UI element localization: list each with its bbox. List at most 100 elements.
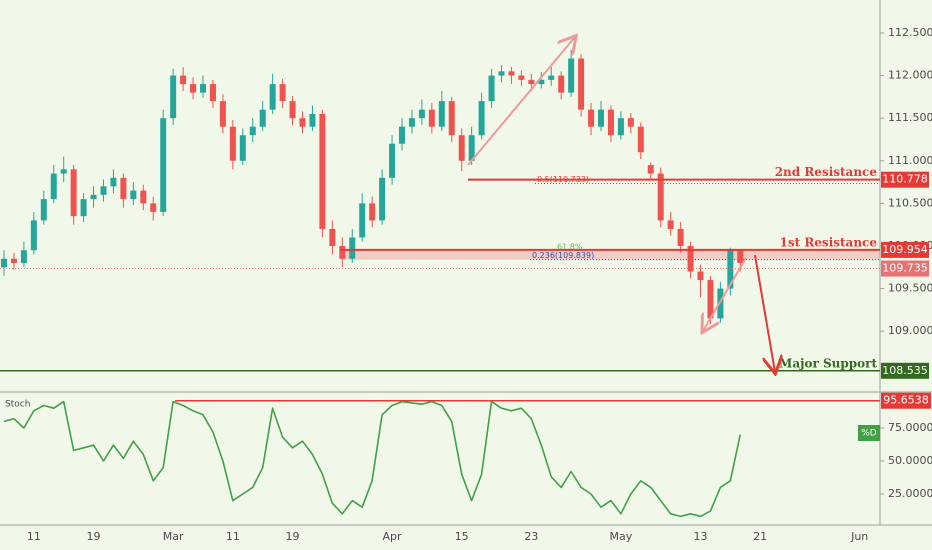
- x-tick-label: Mar: [163, 530, 184, 543]
- stoch-tick-label: 50.0000: [888, 454, 932, 467]
- x-tick-label: 21: [753, 530, 767, 543]
- candle-body: [319, 113, 326, 229]
- price-tag-label: 110.778: [882, 173, 928, 186]
- price-tag: [881, 241, 929, 258]
- down-arrow-small: [703, 257, 747, 331]
- y-tick-label: 109.000: [888, 324, 932, 337]
- stoch-tick-label: 75.0000: [888, 421, 932, 434]
- candle-body: [379, 177, 386, 221]
- candle-body: [389, 143, 396, 178]
- candle-body: [229, 126, 236, 161]
- x-tick-label: 11: [27, 530, 41, 543]
- candle-body: [20, 250, 27, 264]
- candle-body: [647, 165, 654, 174]
- x-tick-label: Apr: [383, 530, 403, 543]
- candle-body: [80, 199, 87, 217]
- candle-body: [349, 237, 356, 259]
- stoch-line: [3, 400, 742, 518]
- candle-body: [687, 245, 694, 272]
- candle-body: [428, 109, 435, 127]
- candle-body: [50, 173, 57, 200]
- candle-body: [727, 250, 734, 289]
- annotation-arrows: [467, 37, 775, 372]
- candle-body: [498, 71, 505, 76]
- candle-body: [309, 113, 316, 127]
- candle-body: [438, 101, 445, 127]
- x-tick-label: 19: [87, 530, 101, 543]
- stoch-level-tag: [881, 392, 931, 409]
- x-tick-label: 15: [455, 530, 469, 543]
- candle-body: [468, 135, 475, 161]
- candle-body: [339, 245, 346, 259]
- candle-body: [627, 118, 634, 127]
- up-arrow: [467, 37, 575, 166]
- candle-body: [299, 118, 306, 127]
- candle-body: [717, 288, 724, 319]
- candle-body: [140, 190, 147, 204]
- candle-body: [458, 135, 465, 161]
- x-tick-label: 13: [694, 530, 708, 543]
- price-tag-label: 109.954: [882, 243, 928, 256]
- candle-body: [1, 258, 7, 268]
- candle-body: [90, 194, 97, 200]
- candle-body: [259, 109, 266, 127]
- candle-body: [408, 118, 415, 127]
- candle-body: [607, 109, 614, 136]
- candle-body: [538, 79, 545, 85]
- candle-body: [528, 79, 535, 85]
- candle-body: [399, 126, 405, 144]
- candle-body: [279, 84, 286, 102]
- candle-body: [448, 101, 455, 136]
- y-tick-label: 111.500: [888, 111, 932, 124]
- candle-body: [130, 190, 137, 200]
- candle-body: [219, 101, 226, 127]
- candle-body: [190, 84, 197, 93]
- candle-body: [150, 203, 157, 212]
- candle-body: [697, 271, 704, 281]
- price-tag: [881, 260, 929, 277]
- candle-body: [677, 228, 684, 246]
- x-tick-label: 23: [524, 530, 538, 543]
- candle-body: [737, 250, 744, 264]
- level-label: 2nd Resistance: [775, 165, 878, 179]
- candle-body: [478, 101, 485, 136]
- candle-body: [707, 280, 714, 319]
- candle-body: [568, 58, 575, 93]
- fib-label: 0.236(109.839): [532, 251, 594, 260]
- candle-body: [200, 84, 206, 93]
- candle-body: [70, 169, 77, 217]
- x-tick-label: Jun: [850, 530, 868, 543]
- candle-body: [418, 109, 425, 119]
- x-tick-label: May: [610, 530, 633, 543]
- candle-body: [548, 75, 555, 80]
- y-tick-label: 112.500: [888, 26, 932, 39]
- candle-body: [617, 118, 624, 136]
- candle-body: [209, 84, 216, 102]
- series-tag-label: %D: [861, 429, 877, 439]
- fib-note: 61.8%: [557, 242, 583, 251]
- candle-body: [120, 177, 127, 200]
- candle-body: [667, 220, 674, 229]
- price-tag-label: 108.535: [882, 364, 928, 377]
- series-tag: [858, 425, 880, 441]
- candle-body: [170, 75, 177, 119]
- x-tick-label: 11: [226, 530, 240, 543]
- candle-body: [508, 71, 515, 76]
- candle-body: [60, 169, 67, 174]
- stoch-level-tag-label: 95.6538: [883, 394, 929, 407]
- candle-body: [637, 126, 644, 153]
- candle-body: [588, 109, 595, 127]
- candle-body: [657, 173, 664, 221]
- stoch-tick-label: 25.0000: [888, 487, 932, 500]
- y-tick-label: 109.500: [888, 282, 932, 295]
- candle-body: [239, 135, 246, 161]
- candle-body: [359, 203, 366, 238]
- candle-body: [518, 75, 525, 80]
- candle-body: [40, 199, 47, 221]
- candle-body: [598, 109, 604, 127]
- price-tag: [881, 171, 929, 188]
- candle-body: [10, 258, 17, 264]
- candle-body: [100, 186, 107, 195]
